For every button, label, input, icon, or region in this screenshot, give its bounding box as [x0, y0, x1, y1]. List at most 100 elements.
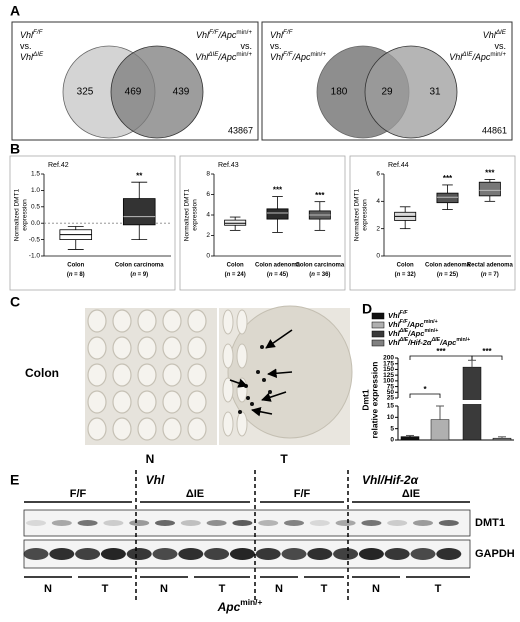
legend-label: VhlΔIE/Hif-2αΔIE/Apcmin/+ — [388, 337, 470, 347]
crypt — [236, 377, 248, 403]
dataset-id: 43867 — [228, 125, 253, 135]
band — [413, 520, 433, 526]
band — [100, 548, 126, 560]
crypt — [112, 309, 132, 333]
crypt — [187, 417, 207, 441]
text-run: ΔIE — [32, 51, 44, 58]
text-run: n — [132, 272, 136, 278]
text-run: = 36) — [315, 272, 331, 278]
column-label: T — [280, 452, 288, 466]
text-run: ( — [481, 272, 483, 278]
x-tick-label: Colon — [397, 263, 414, 269]
panel-label: E — [10, 472, 19, 488]
text-run: ΔIE — [461, 51, 473, 58]
band — [361, 520, 382, 526]
band — [26, 520, 46, 526]
text-run: ( — [130, 272, 132, 278]
treatment-label: Apcmin/+ — [217, 597, 263, 614]
venn-set-label: VhlF/F — [20, 29, 44, 40]
text-run: ( — [395, 272, 397, 278]
text-run: = 32) — [400, 272, 416, 278]
y-tick-label: 125 — [383, 372, 394, 379]
arrow — [229, 378, 248, 388]
venn-set-label: VhlF/F — [270, 29, 294, 40]
crypt — [162, 390, 182, 414]
x-tick-label: Rectal adenoma — [467, 263, 514, 269]
text-run: min/+ — [490, 51, 506, 58]
sample-size: (n = 36) — [309, 272, 330, 278]
legend-label: VhlF/F/Apcmin/+ — [388, 319, 438, 329]
text-run: min/+ — [424, 328, 438, 334]
text-run: ΔIE — [399, 328, 409, 334]
venn-set-label: VhlΔIE — [20, 51, 44, 62]
legend-swatch — [371, 312, 385, 320]
crypt — [187, 390, 207, 414]
venn-set-label: vs. — [270, 41, 282, 51]
crypt — [87, 336, 107, 360]
genotype-label: Vhl — [146, 473, 165, 487]
venn-circle — [364, 45, 458, 139]
text-run: ( — [67, 272, 69, 278]
crypt — [87, 363, 107, 387]
band — [206, 520, 227, 526]
crypt — [162, 336, 182, 360]
crypt — [87, 309, 107, 333]
plot-title: Ref.43 — [218, 162, 239, 169]
y-tick-label: 4 — [376, 198, 380, 205]
crypt — [187, 336, 207, 360]
y-tick-label: 25 — [387, 395, 395, 402]
venn-set-label: vs. — [240, 41, 252, 51]
text-run: = 25) — [443, 272, 459, 278]
text-run: min/+ — [424, 319, 438, 325]
y-axis-label: Dmt1 — [360, 389, 370, 411]
iron-stain — [246, 396, 250, 400]
band — [309, 520, 330, 526]
y-axis-label: Normalized DMT1 — [354, 188, 361, 241]
text-run: = 8) — [72, 272, 84, 278]
sample-size: (n = 7) — [481, 272, 499, 278]
venn-set-label: VhlΔIE — [483, 29, 507, 40]
text-run: ( — [225, 272, 227, 278]
text-run: ΔIE — [495, 29, 507, 36]
band — [155, 520, 175, 526]
band — [258, 520, 279, 526]
plot-frame — [179, 155, 346, 291]
text-run: = 45) — [273, 272, 289, 278]
legend-label: VhlF/F — [388, 310, 408, 320]
y-tick-label: 1.5 — [31, 171, 40, 178]
crypt — [236, 411, 248, 437]
x-tick-label: Colon — [227, 263, 244, 269]
y-tick-label: 6 — [376, 171, 380, 178]
legend-label: VhlΔIE/Apcmin/+ — [388, 328, 438, 338]
crypt — [137, 363, 157, 387]
lane-label: T — [321, 583, 328, 595]
y-tick-label: 75 — [387, 383, 395, 390]
text-run: Vhl — [270, 52, 284, 62]
text-run: F/F — [400, 319, 409, 325]
sample-size: (n = 32) — [395, 272, 416, 278]
legend-swatch — [371, 339, 385, 347]
band — [281, 548, 307, 560]
text-run: /Apc — [439, 338, 457, 347]
text-run: /Apc — [471, 52, 491, 62]
y-axis-label: Normalized DMT1 — [184, 188, 191, 241]
band — [75, 548, 101, 560]
y-axis-label: expression — [362, 199, 369, 231]
band — [232, 520, 253, 526]
significance: *** — [485, 169, 495, 178]
x-tick-label: Colon adenoma — [425, 263, 471, 269]
venn-set-label: VhlΔIE/Apcmin/+ — [449, 51, 506, 62]
band — [49, 548, 75, 560]
box — [122, 198, 156, 226]
y-tick-label: 5 — [390, 425, 394, 432]
band — [307, 548, 333, 560]
band — [284, 520, 304, 526]
y-tick-label: 2 — [206, 232, 210, 239]
venn-circle — [110, 45, 204, 139]
band — [333, 548, 359, 560]
text-run: /Apc — [217, 30, 237, 40]
text-run: F/F — [400, 310, 409, 316]
y-tick-label: -1.0 — [29, 253, 41, 260]
y-tick-label: 6 — [206, 191, 210, 198]
y-tick-label: -0.5 — [29, 236, 41, 243]
